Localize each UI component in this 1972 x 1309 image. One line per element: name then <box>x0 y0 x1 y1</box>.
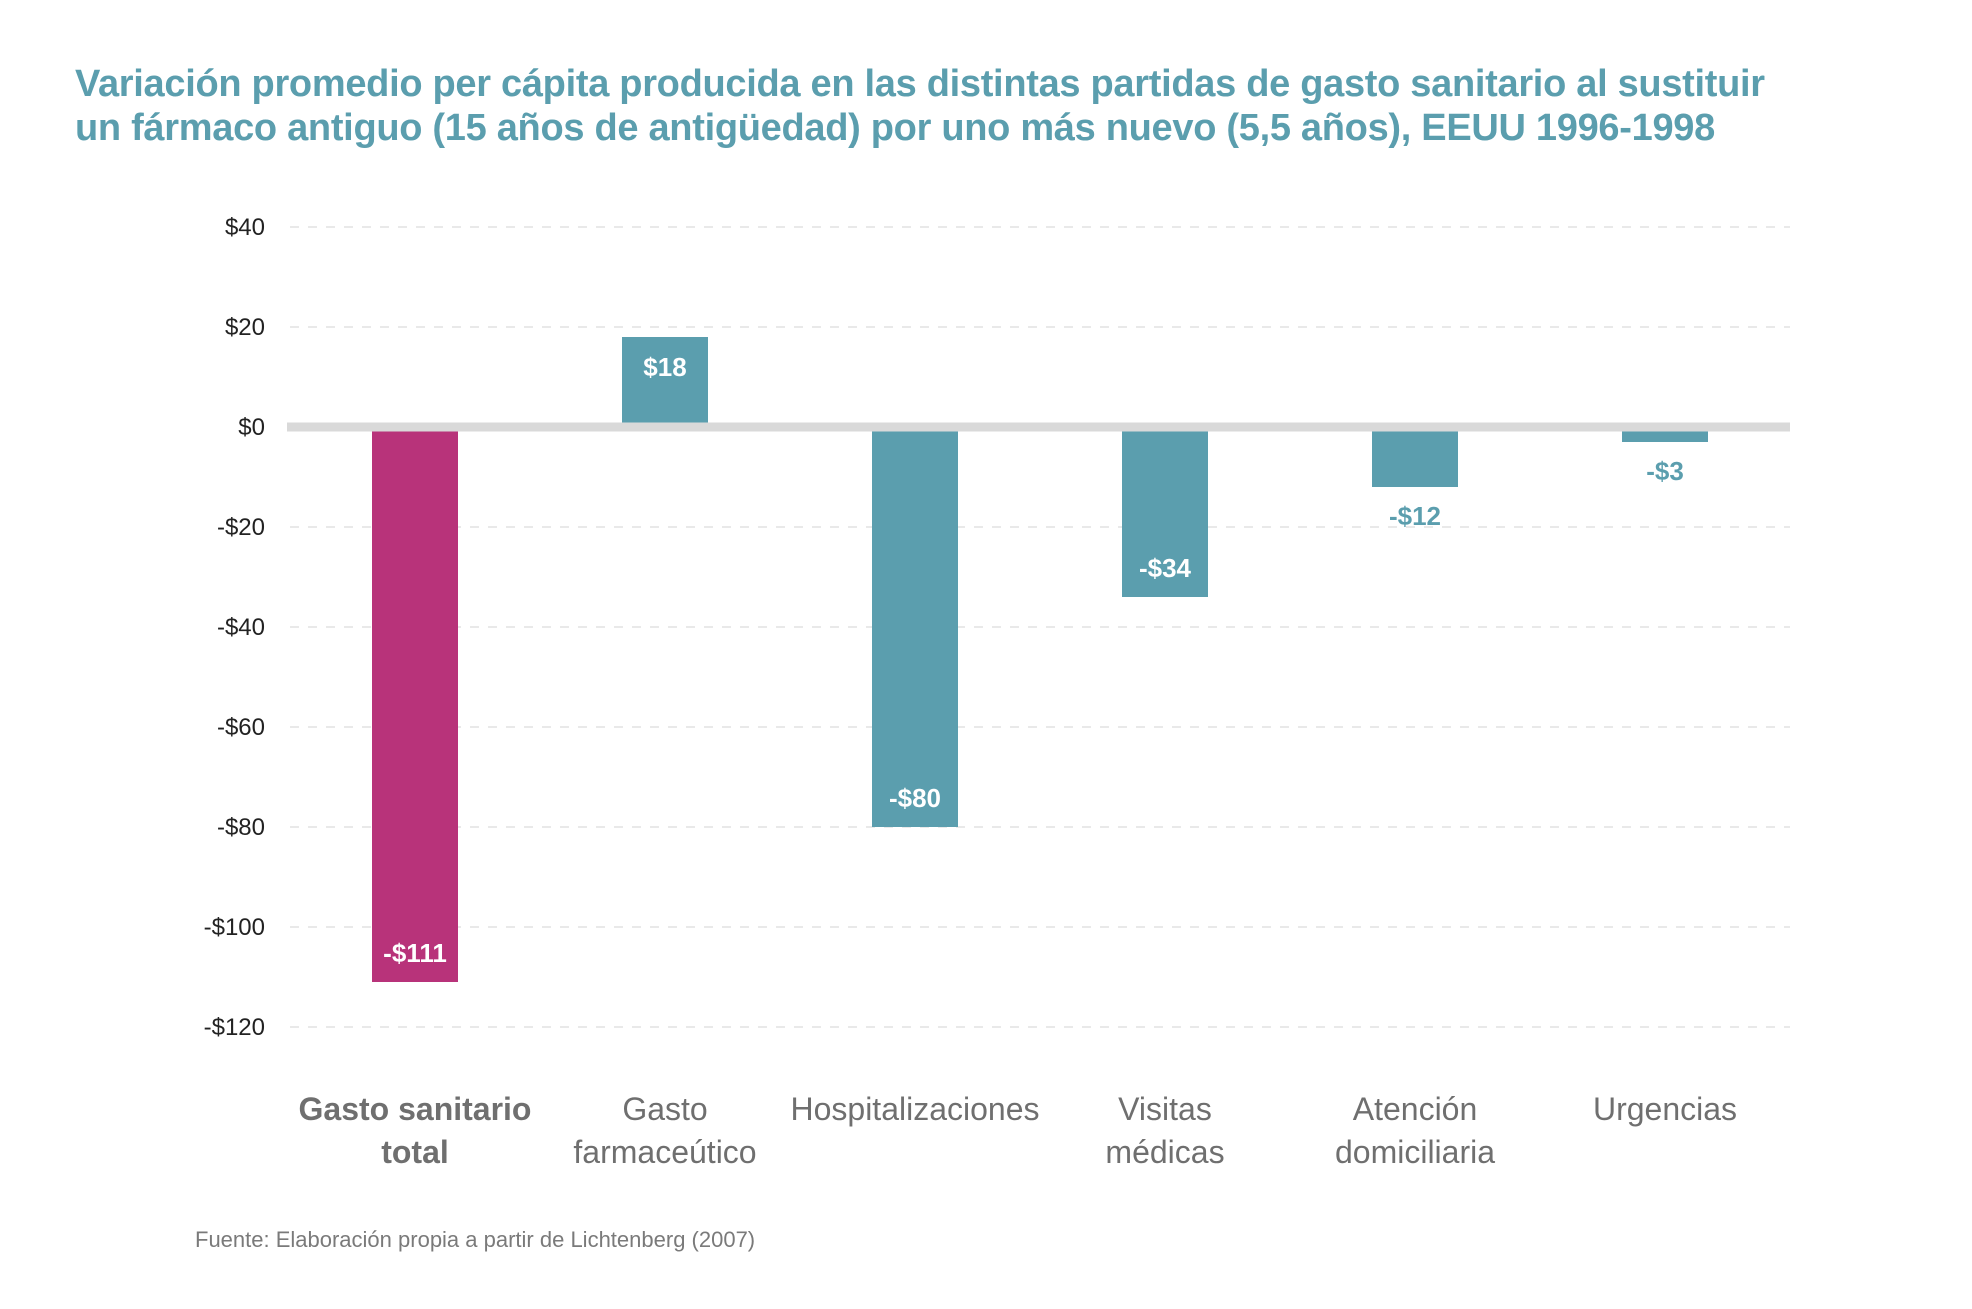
bar <box>872 427 958 827</box>
bar <box>1122 427 1208 597</box>
y-tick-label: $20 <box>225 314 265 341</box>
bar <box>372 427 458 982</box>
category-label: Gasto sanitario <box>299 1091 532 1127</box>
bar-value-label: -$34 <box>1139 553 1192 583</box>
y-tick-label: -$40 <box>217 614 265 641</box>
bar-value-label: -$12 <box>1389 501 1441 531</box>
category-label: Gasto <box>622 1091 707 1127</box>
category-label: médicas <box>1105 1134 1224 1170</box>
category-label: domiciliaria <box>1335 1134 1495 1170</box>
y-tick-label: -$80 <box>217 814 265 841</box>
y-tick-label: -$60 <box>217 714 265 741</box>
source-note: Fuente: Elaboración propia a partir de L… <box>195 1227 756 1252</box>
chart-title-line-2: un fármaco antiguo (15 años de antigüeda… <box>75 107 1715 149</box>
bar-value-label: -$111 <box>383 938 447 968</box>
category-label: Atención <box>1353 1091 1478 1127</box>
category-labels: Gasto sanitario total Gasto farmaceútico Hos… <box>299 1091 1738 1170</box>
category-label: Hospitalizaciones <box>790 1091 1039 1127</box>
bars <box>372 337 1708 982</box>
bar-value-label: -$3 <box>1646 456 1684 486</box>
y-tick-label: -$20 <box>217 514 265 541</box>
category-label: Urgencias <box>1593 1091 1737 1127</box>
bar-value-labels: -$111 $18 -$80 -$34 -$12 -$3 <box>383 352 1684 968</box>
category-label: Visitas <box>1118 1091 1212 1127</box>
y-tick-label: -$120 <box>204 1014 265 1041</box>
bar-value-label: $18 <box>643 352 686 382</box>
chart-title-line-1: Variación promedio per cápita producida … <box>75 63 1765 105</box>
category-label: farmaceútico <box>573 1134 756 1170</box>
bar <box>1372 427 1458 487</box>
chart-title: Variación promedio per cápita producida … <box>75 62 1875 150</box>
y-axis-tick-labels: $40 $20 $0 -$20 -$40 -$60 -$80 -$100 -$120 <box>204 214 265 1041</box>
y-tick-label: $0 <box>238 414 265 441</box>
grid-lines <box>290 226 1790 1028</box>
y-tick-label: $40 <box>225 214 265 241</box>
y-tick-label: -$100 <box>204 914 265 941</box>
bar-value-label: -$80 <box>889 783 941 813</box>
category-label: total <box>381 1134 449 1170</box>
bar <box>622 337 708 427</box>
